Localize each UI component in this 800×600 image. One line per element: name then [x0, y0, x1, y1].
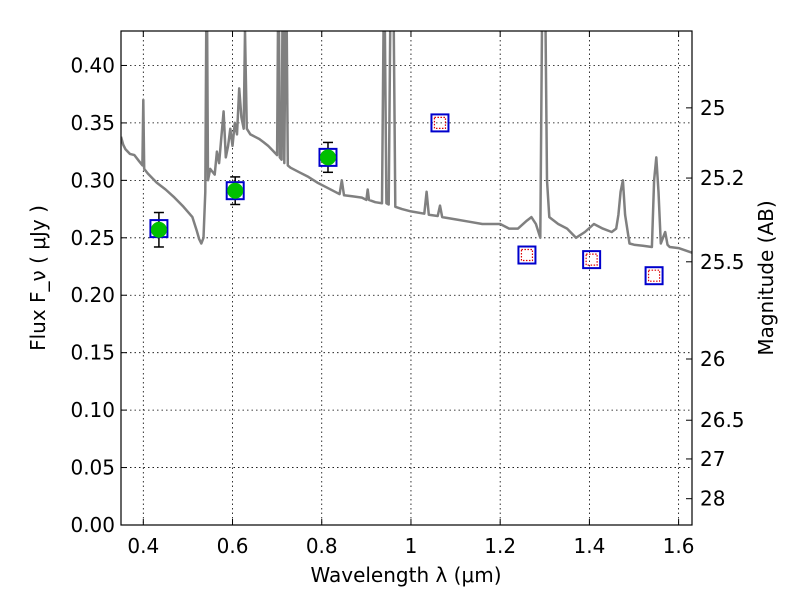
y-tick-label: 0.35 — [70, 111, 115, 135]
x-axis-label: Wavelength λ (μm) — [310, 563, 501, 587]
plot-frame — [120, 30, 693, 526]
predicted-flux-marker — [520, 248, 534, 262]
x-tick-label: 0.4 — [127, 534, 159, 558]
y2-tick-label: 25 — [700, 96, 725, 120]
model-box-marker — [644, 266, 664, 286]
x-tick-label: 1.4 — [573, 534, 605, 558]
y-axis-label: Flux F_ν ( μJy ) — [26, 205, 50, 351]
y-tick-label: 0.10 — [70, 398, 115, 422]
predicted-flux-marker — [647, 269, 661, 282]
observed-flux-marker — [319, 149, 336, 166]
y-axis: 0.00 0.05 0.10 0.15 0.20 0.25 0.30 0.35 0.40 — [70, 53, 127, 537]
model-box-marker — [318, 147, 338, 167]
y2-tick-label: 25.5 — [700, 250, 745, 274]
y2-tick-label: 26.5 — [700, 408, 745, 432]
model-box-marker — [582, 250, 602, 270]
x-tick-label: 0.8 — [306, 534, 338, 558]
y-tick-label: 0.25 — [70, 226, 115, 250]
model-box-marker — [430, 113, 450, 133]
x-tick-label: 1.6 — [663, 534, 695, 558]
x-tick-label: 1 — [405, 534, 418, 558]
observed-flux-marker — [227, 182, 244, 199]
x-tick-label: 1.2 — [484, 534, 516, 558]
y-tick-label: 0.00 — [70, 513, 115, 537]
y2-tick-label: 26 — [700, 347, 725, 371]
y2-tick-label: 27 — [700, 447, 725, 471]
y2-tick-label: 28 — [700, 487, 725, 511]
plot-area — [121, 31, 692, 254]
model-box-marker — [517, 245, 537, 265]
secondary-y-axis: 25 25.2 25.5 26 26.5 27 28 — [686, 96, 745, 511]
data-markers — [149, 113, 664, 286]
predicted-flux-marker — [433, 116, 447, 130]
y-tick-label: 0.15 — [70, 341, 115, 365]
y-tick-label: 0.05 — [70, 456, 115, 480]
y-tick-label: 0.20 — [70, 283, 115, 307]
predicted-flux-marker — [585, 253, 598, 266]
secondary-y-axis-label: Magnitude (AB) — [754, 200, 778, 355]
model-box-marker — [225, 181, 245, 201]
y-tick-label: 0.40 — [70, 53, 115, 77]
observed-flux-marker — [150, 221, 167, 238]
x-axis: 0.4 0.6 0.8 1 1.2 1.4 1.6 — [127, 31, 695, 558]
y-tick-label: 0.30 — [70, 168, 115, 192]
x-tick-label: 0.6 — [217, 534, 249, 558]
model-spectrum-line — [121, 31, 692, 254]
y2-tick-label: 25.2 — [700, 166, 745, 190]
